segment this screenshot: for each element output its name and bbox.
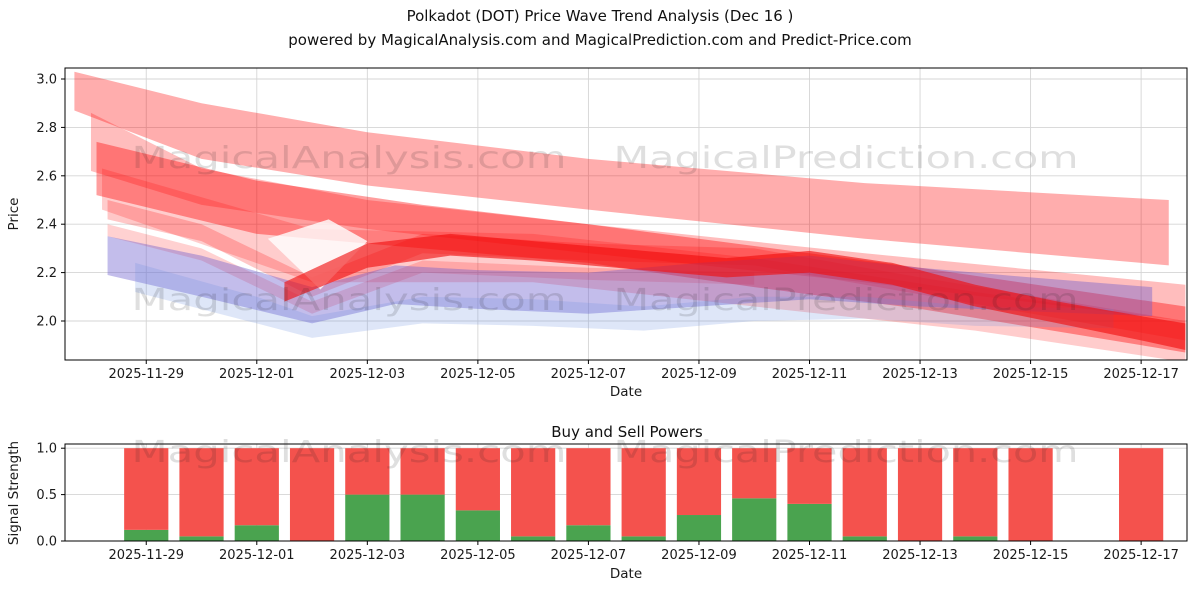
tick-label: 2025-12-05: [440, 548, 516, 563]
watermark-text: MagicalPrediction.com: [614, 435, 1079, 470]
tick-label: 2.0: [36, 314, 57, 329]
bar-sell-2025-12-04: [400, 448, 445, 495]
watermarks: MagicalAnalysis.com MagicalPrediction.com…: [132, 141, 1079, 470]
bar-buy-2025-11-29: [124, 529, 169, 541]
buy-sell-powers-title: Buy and Sell Powers: [551, 423, 703, 441]
bar-sell-2025-12-09: [676, 448, 722, 516]
watermark-text: MagicalAnalysis.com: [132, 141, 567, 176]
tick-label: 2025-12-09: [661, 548, 737, 563]
bar-buy-2025-12-06: [511, 536, 556, 541]
tick-label: 2025-12-15: [993, 367, 1069, 382]
tick-label: 2.4: [36, 218, 57, 233]
tick-label: 2025-12-17: [1103, 548, 1179, 563]
bar-sell-2025-12-01: [234, 448, 279, 526]
tick-label: 2025-12-11: [772, 548, 848, 563]
bars: [124, 448, 1164, 541]
bar-sell-2025-12-17: [1119, 448, 1164, 541]
bar-sell-2025-12-11: [787, 448, 832, 504]
tick-label: 2025-12-17: [1103, 367, 1179, 382]
x-axis-label-date: Date: [610, 384, 642, 400]
x-axis-label-date: Date: [610, 566, 642, 582]
figure-title: Polkadot (DOT) Price Wave Trend Analysis…: [406, 7, 794, 25]
tick-label: 2025-12-13: [882, 548, 958, 563]
y-axis-label-signal-strength: Signal Strength: [6, 441, 22, 545]
wave-band-bright-red-river: [284, 233, 1186, 351]
bar-sell-2025-11-30: [179, 448, 224, 537]
tick-label: 2025-12-09: [661, 367, 737, 382]
tick-label: 2025-12-01: [219, 548, 295, 563]
y-axis-label-price: Price: [6, 198, 22, 231]
plot-frame: [64, 67, 1188, 361]
watermark-text: MagicalPrediction.com: [614, 141, 1079, 176]
bar-buy-2025-12-07: [566, 525, 611, 541]
wave-band-purple-band: [107, 236, 1153, 324]
tick-label: 2025-12-03: [330, 367, 406, 382]
bar-buy-2025-12-04: [400, 494, 445, 541]
bar-buy-2025-12-12: [842, 536, 887, 541]
figure-subtitle: powered by MagicalAnalysis.com and Magic…: [288, 31, 912, 49]
tick-label: 2025-12-11: [772, 367, 848, 382]
tick-label: 2025-11-29: [108, 548, 184, 563]
tick-label: 2.2: [36, 266, 57, 281]
power-chart: 2025-11-29 2025-12-01 2025-12-03 2025-12-05…: [6, 441, 1188, 582]
bar-sell-2025-11-29: [124, 448, 169, 530]
bar-sell-2025-12-14: [953, 448, 998, 537]
tick-label: 2025-12-07: [551, 548, 627, 563]
tick-label: 2.8: [36, 121, 57, 136]
price-chart: 2025-11-29 2025-12-01 2025-12-03 2025-12-05…: [6, 67, 1188, 400]
wave-bands: [74, 71, 1186, 360]
tick-label: 2025-12-03: [330, 548, 406, 563]
bar-buy-2025-12-01: [234, 525, 279, 541]
wave-band-thin-band-b: [107, 224, 755, 314]
wave-band-fan-band-dark-red: [96, 141, 1186, 353]
bar-sell-2025-12-02: [289, 448, 335, 541]
bar-buy-2025-12-05: [455, 510, 500, 541]
tick-label: 2025-12-15: [993, 548, 1069, 563]
tick-label: 2025-11-29: [108, 367, 184, 382]
bar-sell-2025-12-13: [897, 448, 943, 541]
bar-buy-2025-12-14: [953, 536, 998, 541]
bar-sell-2025-12-15: [1008, 448, 1053, 541]
axes-top: 2025-11-29 2025-12-01 2025-12-03 2025-12-05…: [6, 73, 1179, 400]
watermark-text: MagicalAnalysis.com: [132, 283, 567, 318]
bar-buy-2025-12-09: [676, 515, 722, 541]
axes-bottom: 2025-11-29 2025-12-01 2025-12-03 2025-12-05…: [6, 441, 1179, 582]
bar-sell-2025-12-06: [511, 448, 556, 537]
bar-buy-2025-11-30: [179, 536, 224, 541]
plot-frame: [64, 443, 1188, 542]
tick-label: 1.0: [36, 442, 57, 457]
watermark-text: MagicalPrediction.com: [614, 283, 1079, 318]
wave-band-blue-band: [135, 262, 1114, 338]
bar-buy-2025-12-08: [621, 536, 666, 541]
bar-sell-2025-12-08: [621, 448, 666, 537]
bar-buy-2025-12-03: [345, 494, 390, 541]
bar-buy-2025-12-10: [732, 498, 777, 541]
tick-label: 2025-12-05: [440, 367, 516, 382]
tick-label: 3.0: [36, 73, 57, 88]
bar-sell-2025-12-03: [345, 448, 390, 495]
watermark-text: MagicalAnalysis.com: [132, 435, 567, 470]
tick-label: 0.0: [36, 535, 57, 550]
bar-sell-2025-12-07: [566, 448, 611, 526]
bar-sell-2025-12-10: [732, 448, 777, 499]
bar-sell-2025-12-05: [455, 448, 500, 511]
tick-label: 0.5: [36, 488, 57, 503]
tick-label: 2025-12-07: [551, 367, 627, 382]
tick-label: 2025-12-13: [882, 367, 958, 382]
gridlines: [65, 68, 1187, 360]
bar-sell-2025-12-12: [842, 448, 887, 537]
tick-label: 2025-12-01: [219, 367, 295, 382]
white-wedge: [267, 219, 368, 290]
tick-label: 2.6: [36, 169, 57, 184]
wave-band-fan-band-upper-shallow: [74, 71, 1169, 266]
bar-buy-2025-12-11: [787, 503, 832, 541]
